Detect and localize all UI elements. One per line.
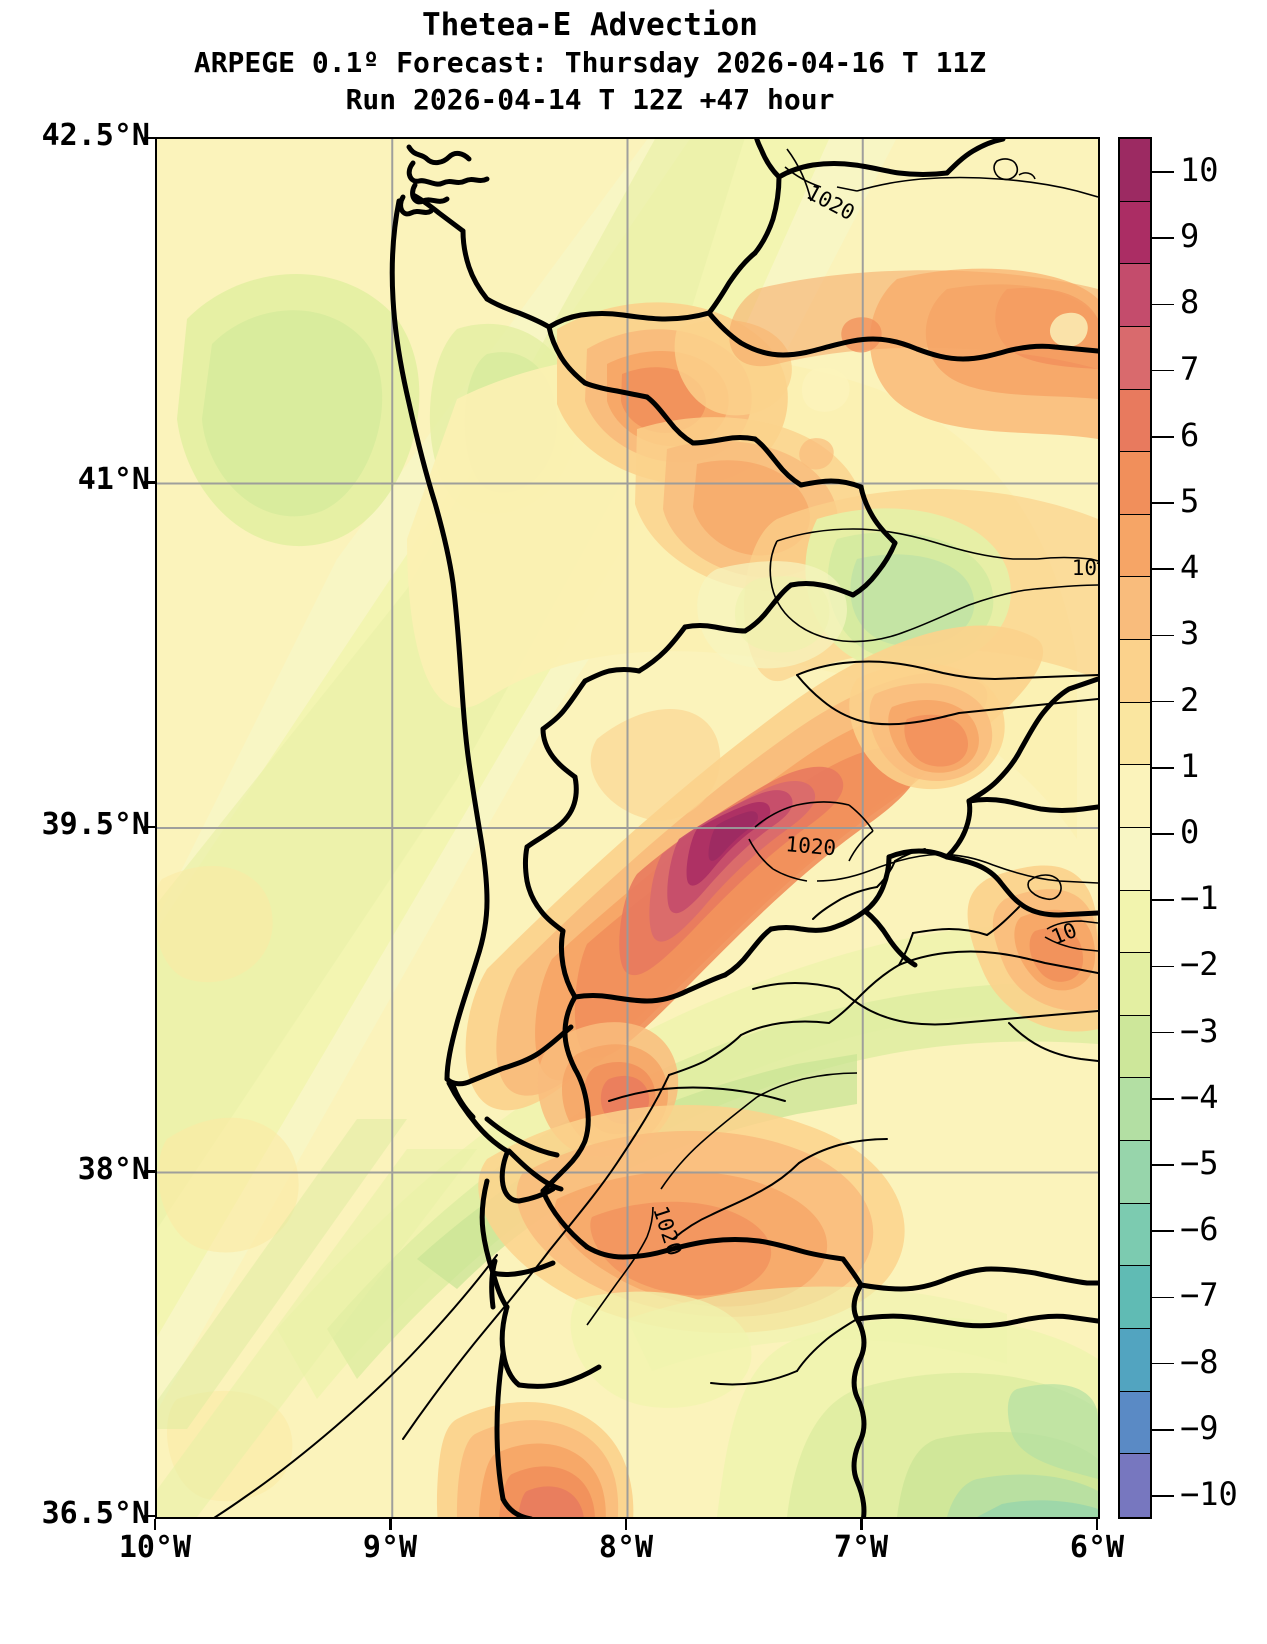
colorbar-tick bbox=[1152, 502, 1174, 504]
ytick-mark-38N bbox=[144, 1170, 155, 1173]
colorbar-tick-label: 0 bbox=[1180, 813, 1200, 851]
chart-title: Thetea-E Advection bbox=[422, 7, 758, 43]
xtick-label-10W: 10°W bbox=[118, 1530, 192, 1565]
xtick-label-7W: 7°W bbox=[833, 1530, 889, 1565]
colorbar[interactable] bbox=[1118, 137, 1152, 1519]
colorbar-segment bbox=[1120, 1454, 1150, 1517]
colorbar-segment bbox=[1120, 1078, 1150, 1141]
colorbar-tick bbox=[1152, 436, 1174, 438]
colorbar-tick bbox=[1152, 634, 1174, 637]
colorbar-tick-label: 7 bbox=[1180, 349, 1200, 388]
colorbar-segment bbox=[1120, 640, 1150, 703]
colorbar-tick-label: −2 bbox=[1180, 945, 1219, 984]
ytick-label-41N: 41°N bbox=[77, 462, 150, 497]
colorbar-tick bbox=[1152, 1429, 1174, 1431]
colorbar-tick-label: 2 bbox=[1180, 680, 1200, 719]
colorbar-tick bbox=[1152, 767, 1174, 769]
colorbar-tick-label: 5 bbox=[1180, 482, 1200, 520]
colorbar-tick bbox=[1152, 1098, 1174, 1100]
colorbar-tick bbox=[1152, 1164, 1174, 1166]
colorbar-tick-label: −8 bbox=[1180, 1342, 1219, 1381]
colorbar-tick bbox=[1152, 1495, 1174, 1497]
colorbar-tick bbox=[1152, 899, 1174, 901]
xtick-mark-6W bbox=[1095, 1519, 1098, 1530]
xtick-label-6W: 6°W bbox=[1069, 1530, 1125, 1565]
colorbar-segment bbox=[1120, 1391, 1150, 1455]
colorbar-tick-label: −3 bbox=[1180, 1011, 1219, 1050]
colorbar-segment bbox=[1120, 765, 1150, 828]
colorbar-segment bbox=[1120, 827, 1150, 891]
colorbar-tick-label: −6 bbox=[1180, 1210, 1219, 1249]
ytick-mark-41N bbox=[144, 481, 155, 484]
colorbar-segment bbox=[1120, 326, 1150, 390]
ytick-mark-36-5N bbox=[144, 1514, 155, 1517]
colorbar-tick-label: 1 bbox=[1180, 746, 1200, 785]
colorbar-tick bbox=[1152, 369, 1174, 372]
xtick-mark-8W bbox=[624, 1519, 627, 1530]
coastline-and-borders bbox=[213, 139, 1098, 1517]
chart-title-block: Thetea-E Advection ARPEGE 0.1º Forecast:… bbox=[0, 0, 1180, 118]
colorbar-tick-label: −1 bbox=[1180, 879, 1219, 918]
colorbar-tick bbox=[1152, 568, 1174, 570]
colorbar-segment bbox=[1120, 1266, 1150, 1329]
xtick-mark-7W bbox=[860, 1519, 863, 1530]
colorbar-tick-label: 6 bbox=[1180, 415, 1200, 454]
colorbar-tick bbox=[1152, 833, 1174, 835]
ytick-mark-42-5N bbox=[144, 136, 155, 139]
mslp-isobar-contours: 1020 1020 1020 1020 10 bbox=[586, 148, 1098, 1326]
colorbar-segment bbox=[1120, 1203, 1150, 1267]
colorbar-tick bbox=[1152, 171, 1174, 173]
ytick-label-38N: 38°N bbox=[77, 1152, 150, 1187]
colorbar-segment bbox=[1120, 452, 1150, 515]
xtick-label-9W: 9°W bbox=[362, 1530, 418, 1565]
colorbar-tick-label: 10 bbox=[1180, 151, 1219, 189]
colorbar-tick-label: 9 bbox=[1180, 217, 1200, 256]
colorbar-tick-label: 8 bbox=[1180, 283, 1200, 322]
colorbar-tick bbox=[1152, 965, 1174, 968]
colorbar-tick-label: −5 bbox=[1180, 1144, 1219, 1182]
colorbar-segment bbox=[1120, 264, 1150, 327]
colorbar-segment bbox=[1120, 702, 1150, 766]
colorbar-segment bbox=[1120, 890, 1150, 954]
colorbar-tick bbox=[1152, 1230, 1174, 1232]
colorbar-tick bbox=[1152, 1296, 1174, 1299]
colorbar-tick bbox=[1152, 700, 1174, 703]
colorbar-tick-label: 3 bbox=[1180, 614, 1200, 653]
isobar-label-1020-south: 1020 bbox=[648, 1203, 686, 1259]
colorbar-tick bbox=[1152, 237, 1174, 239]
ytick-label-36-5N: 36.5°N bbox=[41, 1496, 150, 1531]
ytick-label-39-5N: 39.5°N bbox=[41, 807, 150, 842]
chart-subtitle-forecast: ARPEGE 0.1º Forecast: Thursday 2026-04-1… bbox=[193, 46, 987, 79]
colorbar-tick-label: −4 bbox=[1180, 1077, 1219, 1116]
colorbar-tick-label: −10 bbox=[1180, 1475, 1238, 1513]
xtick-mark-9W bbox=[389, 1519, 392, 1530]
ytick-mark-39-5N bbox=[144, 825, 155, 828]
xtick-mark-10W bbox=[153, 1519, 156, 1530]
colorbar-segment bbox=[1120, 139, 1150, 202]
colorbar-segment bbox=[1120, 1328, 1150, 1392]
map-plot-area[interactable]: 1020 1020 1020 1020 10 bbox=[155, 137, 1100, 1519]
colorbar-tick-label: 4 bbox=[1180, 548, 1200, 587]
colorbar-tick bbox=[1152, 1031, 1174, 1034]
colorbar-segment bbox=[1120, 577, 1150, 640]
colorbar-tick-label: −7 bbox=[1180, 1276, 1219, 1315]
chart-subtitle-run: Run 2026-04-14 T 12Z +47 hour bbox=[345, 83, 835, 116]
ytick-label-42-5N: 42.5°N bbox=[41, 118, 150, 153]
colorbar-segment bbox=[1120, 389, 1150, 453]
xtick-label-8W: 8°W bbox=[598, 1530, 654, 1565]
isobar-label-1020-north: 1020 bbox=[803, 180, 859, 225]
colorbar-segment bbox=[1120, 953, 1150, 1016]
colorbar-tick bbox=[1152, 303, 1174, 306]
colorbar-tick bbox=[1152, 1362, 1174, 1365]
isobar-label-10-edge: 10 bbox=[1048, 918, 1080, 950]
colorbar-segment bbox=[1120, 201, 1150, 265]
colorbar-tick-label: −9 bbox=[1180, 1408, 1219, 1447]
colorbar-segment bbox=[1120, 514, 1150, 578]
colorbar-segment bbox=[1120, 1015, 1150, 1079]
colorbar-segment bbox=[1120, 1141, 1150, 1204]
isobar-label-1020-center: 1020 bbox=[785, 832, 837, 860]
isobar-label-1020-east: 1020 bbox=[1072, 556, 1098, 580]
